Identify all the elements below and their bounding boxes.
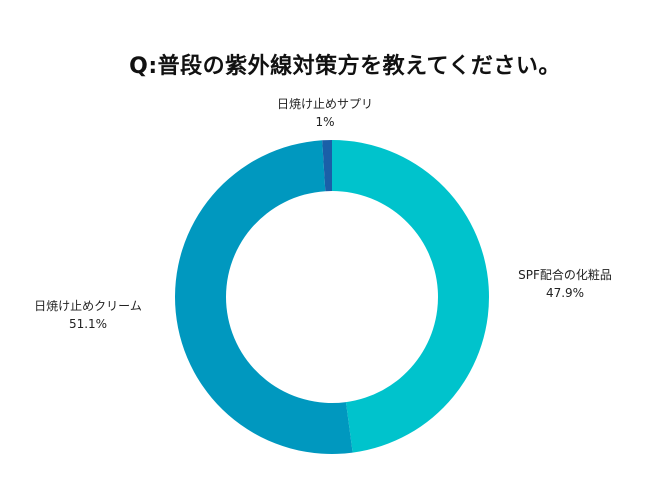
slice-sunscreen-supplement <box>322 140 332 192</box>
slice-name: 日焼け止めクリーム <box>34 299 142 313</box>
slice-value: 51.1% <box>68 317 108 331</box>
slice-label-sunscreen-supplement: 日焼け止めサプリ 1% <box>260 95 390 131</box>
slice-value: 1% <box>315 115 335 129</box>
slice-name: SPF配合の化粧品 <box>518 268 612 282</box>
chart-title: Q:普段の紫外線対策方を教えてください。 <box>129 54 561 79</box>
slice-spf-cosmetics <box>332 140 489 453</box>
slice-name: 日焼け止めサプリ <box>276 97 373 111</box>
slice-value: 47.9% <box>545 286 585 300</box>
slice-label-spf-cosmetics: SPF配合の化粧品 47.9% <box>500 266 630 302</box>
slice-label-sunscreen-cream: 日焼け止めクリーム 51.1% <box>18 297 158 333</box>
slice-sunscreen-cream <box>174 140 353 454</box>
